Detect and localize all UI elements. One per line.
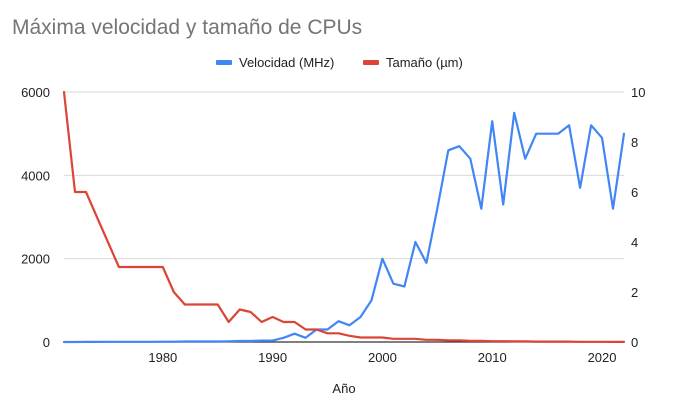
y-tick-label: 2000 xyxy=(21,252,50,267)
x-tick-label: 2000 xyxy=(368,350,397,365)
y2-tick-label: 2 xyxy=(631,285,638,300)
y-tick-label: 4000 xyxy=(21,168,50,183)
chart-title: Máxima velocidad y tamaño de CPUs xyxy=(12,16,363,39)
y-tick-label: 6000 xyxy=(21,85,50,100)
legend[interactable]: Velocidad (MHz) Tamaño (µm) xyxy=(216,55,463,70)
axes: 0 2000 4000 6000 0 2 4 6 8 10 1980 1990 2000 2010 2020… xyxy=(21,85,645,396)
x-tick-label: 2020 xyxy=(588,350,617,365)
legend-label: Velocidad (MHz) xyxy=(239,55,334,70)
series-lines xyxy=(62,90,626,344)
y2-tick-label: 6 xyxy=(631,185,638,200)
series-line xyxy=(62,90,626,343)
y2-tick-label: 8 xyxy=(631,135,638,150)
x-axis-title: Año xyxy=(332,381,355,396)
y2-tick-label: 0 xyxy=(631,335,638,350)
legend-label: Tamaño (µm) xyxy=(386,55,463,70)
series-line xyxy=(62,111,626,344)
legend-swatch xyxy=(363,60,379,65)
x-tick-label: 1980 xyxy=(148,350,177,365)
x-tick-label: 1990 xyxy=(258,350,287,365)
y-tick-label: 0 xyxy=(43,335,50,350)
x-tick-label: 2010 xyxy=(478,350,507,365)
y2-tick-label: 10 xyxy=(631,85,645,100)
legend-swatch xyxy=(216,60,232,65)
gridlines xyxy=(64,91,624,343)
y2-tick-label: 4 xyxy=(631,235,638,250)
